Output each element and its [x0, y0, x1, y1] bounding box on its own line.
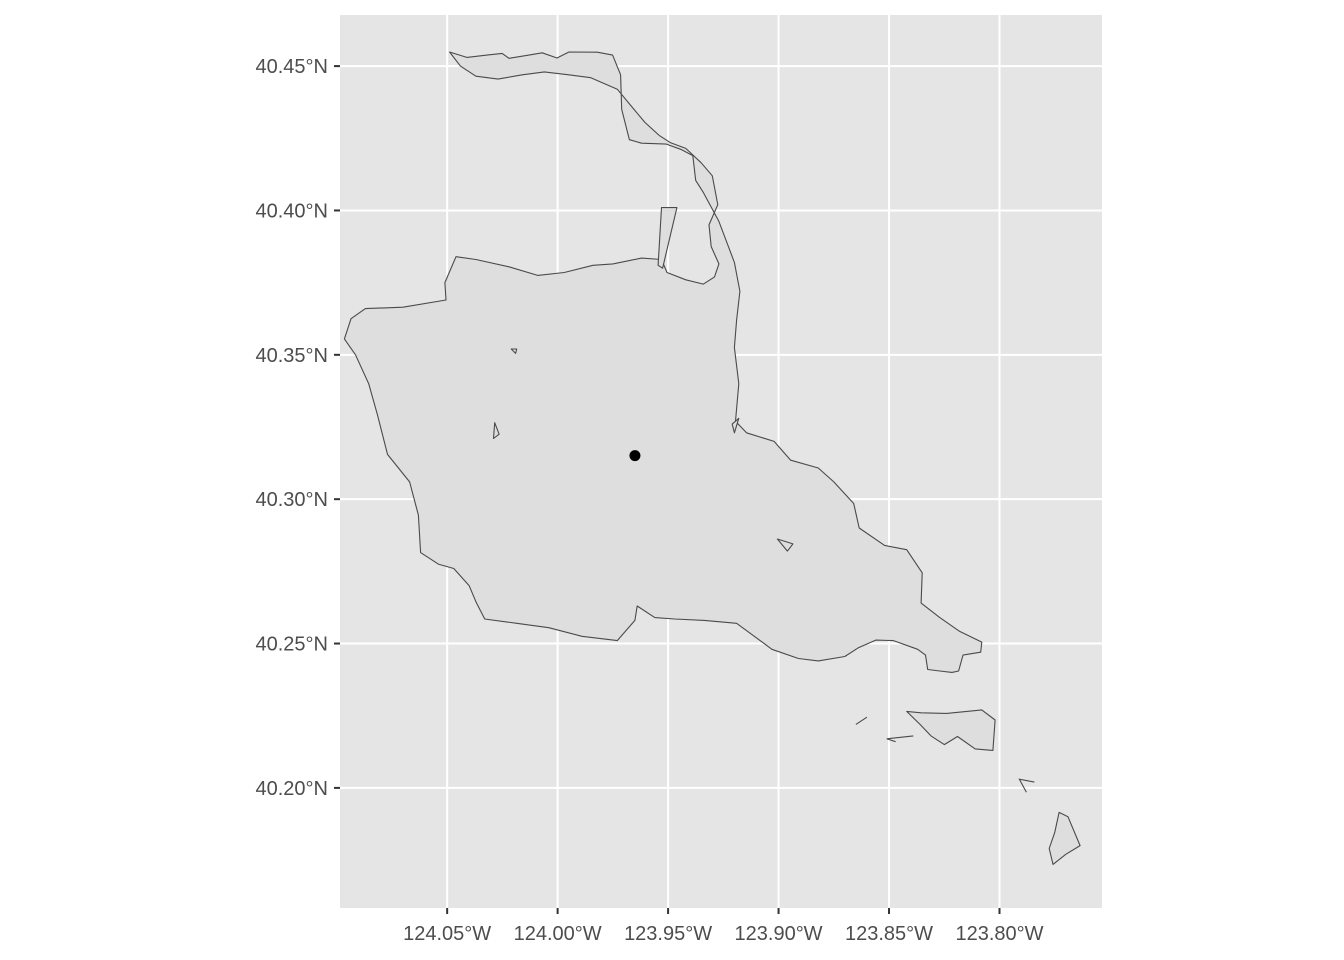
y-tick-label: 40.35°N — [256, 345, 329, 367]
region-polygon-8 — [731, 417, 740, 434]
x-axis: 124.05°W 124.00°W 123.95°W 123.90°W 123.85°W… — [403, 908, 1044, 945]
y-axis: 40.45°N 40.40°N 40.35°N 40.30°N 40.25°N 40.20… — [256, 56, 340, 800]
x-tick-label: 123.95°W — [624, 923, 712, 945]
x-tick-label: 123.90°W — [735, 923, 823, 945]
region-polygon-1 — [657, 207, 678, 269]
y-tick-label: 40.25°N — [256, 634, 329, 656]
location-point — [629, 450, 641, 462]
y-tick-label: 40.45°N — [256, 56, 329, 78]
x-tick-label: 123.80°W — [955, 923, 1043, 945]
y-tick-label: 40.40°N — [256, 200, 329, 222]
region-polygon-2 — [906, 709, 996, 751]
map-points — [629, 450, 641, 462]
map-features — [343, 51, 1081, 865]
region-polygon-3 — [1048, 811, 1081, 865]
region-polygon-10 — [492, 422, 500, 440]
region-outline-5 — [886, 735, 914, 743]
y-tick-label: 40.20°N — [256, 778, 329, 800]
x-tick-label: 123.85°W — [845, 923, 933, 945]
y-tick-label: 40.30°N — [256, 489, 329, 511]
x-tick-label: 124.00°W — [514, 923, 602, 945]
region-polygon-9 — [510, 348, 518, 354]
x-tick-label: 124.05°W — [403, 923, 491, 945]
region-outline-6 — [855, 716, 868, 725]
region-polygon-7 — [776, 538, 794, 552]
region-polygon-0 — [343, 51, 983, 673]
region-outline-4 — [1018, 778, 1035, 793]
